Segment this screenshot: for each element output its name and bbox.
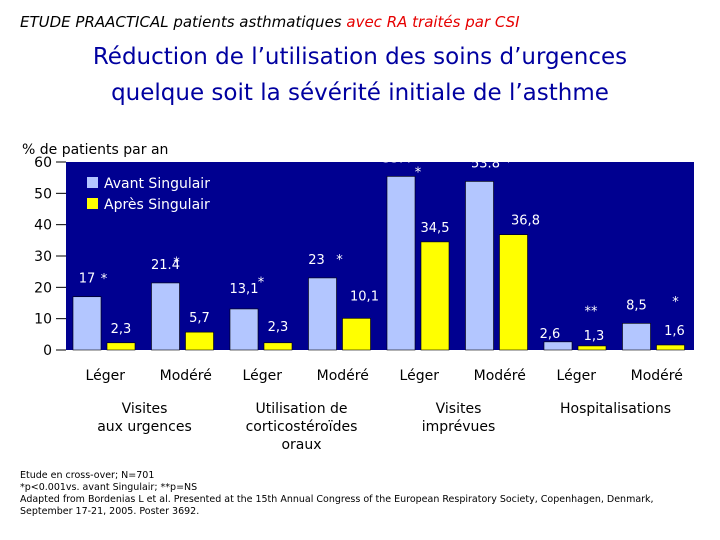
category-label-4: Modéré [317, 368, 369, 384]
value-label-after-5: 34,5 [421, 221, 450, 236]
bar-after-2 [185, 331, 214, 351]
bar-before-1 [72, 296, 102, 351]
category-label-6: Modéré [474, 368, 526, 384]
group-label-3-line-2: imprévues [422, 419, 496, 435]
value-label-before-5: 55.4 [383, 151, 412, 166]
category-label-5: Léger [400, 368, 440, 384]
category-label-1: Léger [86, 368, 126, 384]
bar-before-3 [229, 308, 259, 351]
legend-label-before: Avant Singulair [104, 176, 210, 192]
y-tick-label-10: 10 [34, 312, 52, 328]
bar-before-8 [622, 323, 651, 351]
footer-line-1: Etude en cross-over; N=701 [20, 470, 155, 481]
bar-before-4 [308, 277, 337, 351]
group-label-1-line-1: Visites [122, 401, 168, 417]
y-tick-label-40: 40 [34, 218, 52, 234]
category-label-7: Léger [557, 368, 597, 384]
value-label-after-7: 1,3 [584, 329, 605, 344]
bar-before-2 [151, 282, 180, 351]
y-tick-label-30: 30 [34, 249, 52, 265]
bar-after-8 [656, 344, 685, 351]
slide-title-line-1: Réduction de l’utilisation des soins d’u… [92, 44, 628, 70]
y-axis-label: % de patients par an [22, 142, 168, 158]
y-tick-label-60: 60 [34, 155, 52, 171]
significance-marker-6: * [505, 156, 512, 171]
bar-before-7 [543, 341, 573, 351]
study-header-prefix: ETUDE PRAACTICAL patients asthmatiques [20, 13, 347, 31]
group-label-4-line-1: Hospitalisations [560, 401, 671, 417]
value-label-after-1: 2,3 [111, 322, 132, 337]
category-label-3: Léger [243, 368, 283, 384]
legend-label-after: Après Singulair [104, 197, 210, 213]
value-label-after-3: 2,3 [268, 320, 289, 335]
bar-before-6 [465, 181, 494, 351]
footer-notes: Etude en cross-over; N=701 *p<0.001vs. a… [20, 470, 654, 518]
value-label-before-8: 8,5 [626, 298, 647, 313]
value-label-before-1: 17 [79, 272, 96, 287]
slide-title-line-2: quelque soit la sévérité initiale de l’a… [111, 80, 609, 106]
significance-marker-8: * [672, 295, 679, 310]
group-label-2-line-2: corticostéroïdes [246, 419, 358, 435]
significance-marker-5: * [415, 166, 422, 181]
significance-marker-3: * [258, 275, 265, 290]
bar-after-4 [342, 318, 371, 351]
value-label-after-2: 5,7 [189, 311, 210, 326]
value-label-after-8: 1,6 [664, 324, 685, 339]
footer-line-4: September 17-21, 2005. Poster 3692. [20, 506, 200, 517]
bar-after-7 [577, 345, 607, 351]
bar-after-6 [499, 234, 528, 351]
significance-marker-1: * [101, 272, 108, 287]
study-header: ETUDE PRAACTICAL patients asthmatiques a… [20, 13, 520, 31]
y-tick-label-0: 0 [43, 343, 52, 359]
category-label-2: Modéré [160, 368, 212, 384]
value-label-before-2: 21.4 [151, 258, 180, 273]
study-header-highlight: avec RA traités par CSI [346, 13, 520, 31]
significance-marker-7: ** [585, 304, 599, 319]
footer-line-3: Adapted from Bordenias L et al. Presente… [20, 494, 654, 505]
value-label-before-4: 23 [308, 253, 325, 268]
value-label-after-6: 36,8 [511, 214, 540, 229]
footer-line-2: *p<0.001vs. avant Singulair; **p=NS [20, 482, 198, 493]
group-label-3-line-1: Visites [436, 401, 482, 417]
group-label-1-line-2: aux urgences [97, 419, 192, 435]
group-label-2-line-3: oraux [281, 437, 321, 453]
value-label-before-3: 13,1 [230, 282, 259, 297]
value-label-before-6: 53.8 [471, 156, 500, 171]
legend-swatch-before [87, 177, 98, 188]
bar-chart: % de patients par an 0 10 20 30 40 50 60 17 2,3 * L… [22, 142, 694, 453]
bar-before-5 [386, 176, 416, 351]
significance-marker-2: * [173, 256, 180, 271]
bar-after-1 [106, 342, 136, 351]
y-tick-label-20: 20 [34, 280, 52, 296]
significance-marker-4: * [336, 253, 343, 268]
value-label-after-4: 10,1 [350, 289, 379, 304]
y-tick-label-50: 50 [34, 186, 52, 202]
bar-after-5 [420, 241, 450, 351]
legend-swatch-after [87, 198, 98, 209]
value-label-before-7: 2,6 [540, 327, 561, 342]
group-label-2-line-1: Utilisation de [255, 401, 347, 417]
bar-after-3 [263, 342, 293, 351]
category-label-8: Modéré [631, 368, 683, 384]
